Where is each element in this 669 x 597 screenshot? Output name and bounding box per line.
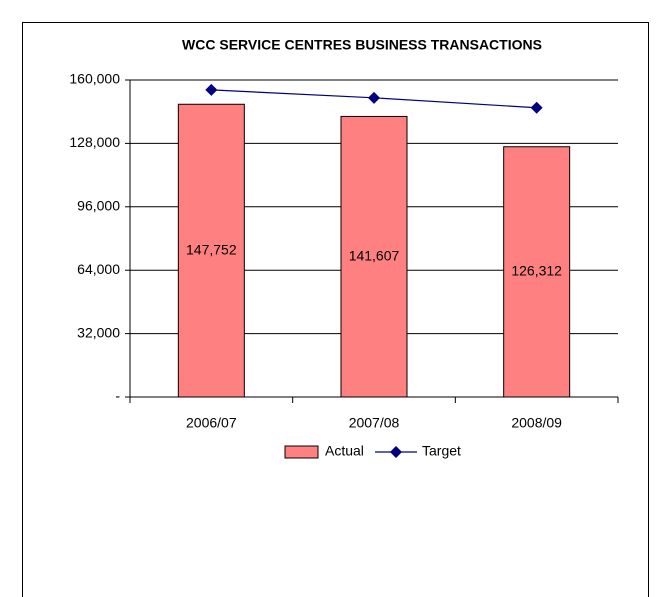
x-tick-label: 2007/08: [349, 415, 400, 431]
legend-swatch: [284, 445, 319, 459]
legend-label: Actual: [325, 443, 364, 459]
bar: [340, 115, 408, 398]
legend-marker: [390, 446, 402, 458]
bar: [503, 146, 571, 398]
y-tick-label: 32,000: [77, 324, 120, 340]
y-tick-label: 128,000: [69, 134, 120, 150]
y-tick-label: 64,000: [77, 261, 120, 277]
y-tick-label: 96,000: [77, 198, 120, 214]
bar: [177, 103, 245, 398]
marker: [205, 83, 218, 96]
x-tick-label: 2008/09: [511, 415, 562, 431]
chart-title: WCC SERVICE CENTRES BUSINESS TRANSACTION…: [182, 37, 542, 53]
data-label: 141,607: [349, 247, 400, 263]
legend-label: Target: [422, 443, 461, 459]
marker: [368, 91, 380, 104]
data-label: 147,752: [186, 241, 237, 257]
x-tick-label: 2006/07: [186, 415, 237, 431]
marker: [530, 101, 543, 114]
y-tick-label: 160,000: [69, 71, 120, 87]
y-tick-label: -: [115, 388, 120, 404]
data-label: 126,312: [511, 263, 562, 279]
